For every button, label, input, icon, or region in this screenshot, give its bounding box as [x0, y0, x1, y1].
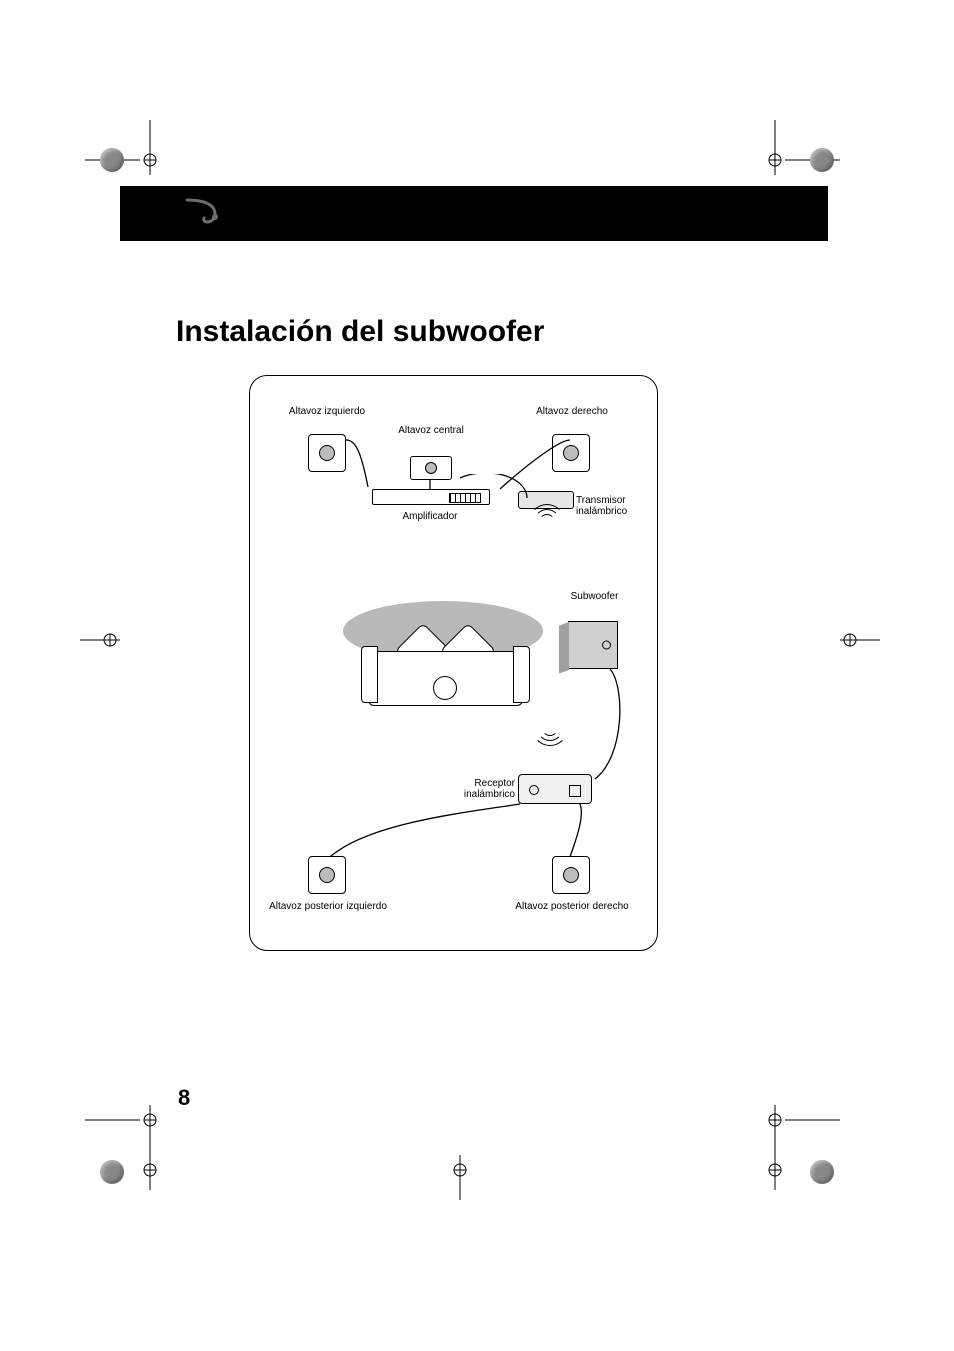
right-speaker-label: Altavoz derecho [522, 406, 622, 417]
wire-rx-rear-left [310, 802, 540, 872]
wire-rx-rear-right [550, 802, 610, 872]
curl-icon [185, 192, 233, 232]
wire-amp-tx [455, 474, 555, 499]
rear-right-label: Altavoz posterior derecho [512, 901, 632, 912]
crop-mark-mr [820, 620, 880, 660]
subwoofer [568, 621, 618, 669]
amplifier-label: Amplificador [390, 511, 470, 522]
dot-tl [100, 148, 124, 172]
wire-left-front [306, 432, 416, 502]
crop-mark-ml [80, 620, 140, 660]
crop-mark-bl [85, 1100, 175, 1220]
listening-area [333, 591, 553, 711]
subwoofer-label: Subwoofer [557, 591, 632, 602]
page-number: 8 [178, 1085, 190, 1111]
page-title: Instalación del subwoofer [176, 315, 544, 349]
rear-left-label: Altavoz posterior izquierdo [268, 901, 388, 912]
dot-tr [810, 148, 834, 172]
wireless-receiver [518, 774, 592, 804]
wire-sub-rx [590, 666, 640, 786]
wire-right-front [460, 432, 600, 512]
wireless-rx-label: Receptor inalámbrico [445, 778, 515, 800]
left-speaker-label: Altavoz izquierdo [277, 406, 377, 417]
dot-bl [100, 1160, 124, 1184]
dot-br [810, 1160, 834, 1184]
wire-center [425, 476, 445, 496]
crop-mark-bc [440, 1155, 480, 1215]
speaker-layout-diagram: Altavoz izquierdo Altavoz central Altavo… [249, 375, 658, 951]
